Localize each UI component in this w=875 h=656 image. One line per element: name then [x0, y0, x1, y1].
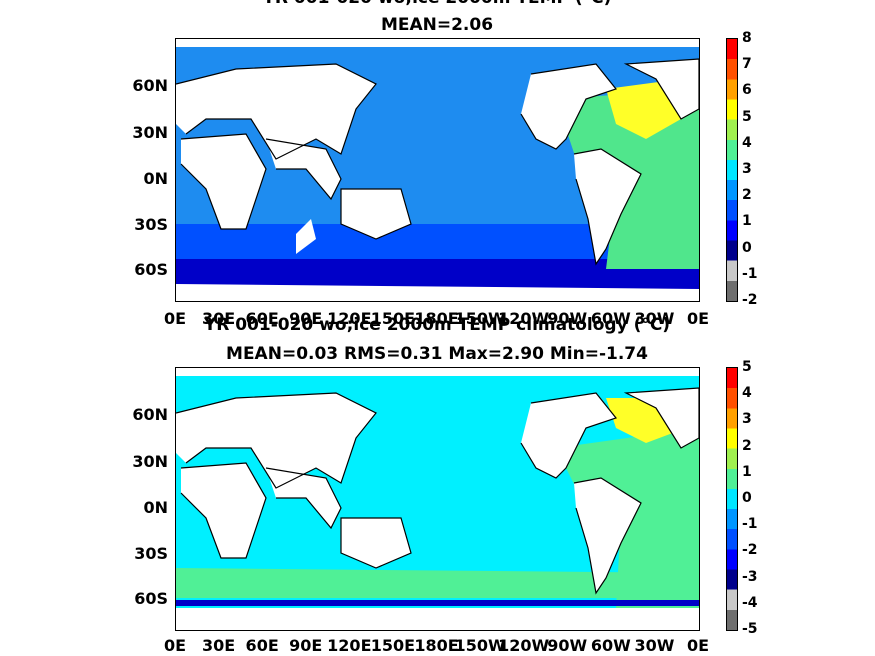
top-lon-tick: 0E [686, 309, 710, 328]
bottom-colorbar-tick: -4 [742, 594, 758, 611]
top-lat-tick: 30S [134, 215, 168, 234]
bottom-lon-tick: 30E [201, 636, 236, 655]
top-lon-tick: 90W [547, 309, 588, 328]
bottom-lat-tick: 0N [143, 498, 168, 517]
top-colorbar-tick: 2 [742, 187, 752, 204]
top-colorbar-tick: 7 [742, 56, 752, 73]
top-lon-tick: 30E [201, 309, 236, 328]
top-map-plot [175, 38, 700, 302]
top-colorbar-tick: 3 [742, 161, 752, 177]
top-colorbar-tick: -1 [742, 265, 758, 282]
bottom-lon-tick: 120W [498, 636, 550, 655]
bottom-lon-tick: 0E [686, 636, 710, 655]
top-colorbar-tick: 5 [742, 108, 752, 125]
bottom-colorbar-tick: -1 [742, 516, 758, 533]
top-lon-tick: 150E [370, 309, 416, 328]
top-lat-tick: 30N [132, 123, 168, 142]
bottom-lat-tick: 30S [134, 544, 168, 563]
top-lon-tick: 150W [454, 309, 506, 328]
top-lon-tick: 120E [327, 309, 372, 328]
top-lon-tick: 60W [590, 309, 631, 328]
top-colorbar-tick: 0 [742, 239, 752, 256]
bottom-lon-tick: 90W [547, 636, 588, 655]
top-lon-tick: 0E [163, 309, 187, 328]
bottom-lat-tick: 30N [132, 452, 168, 471]
top-colorbar-tick: 1 [742, 213, 752, 230]
bottom-lon-tick: 60E [245, 636, 279, 655]
bottom-map-subtitle: MEAN=0.03 RMS=0.31 Max=2.90 Min=-1.74 [226, 344, 648, 364]
bottom-lon-tick: 90E [289, 636, 323, 655]
bottom-lon-tick: 150E [370, 636, 416, 655]
top-colorbar-tick: 8 [742, 30, 752, 46]
bottom-lon-tick: 0E [163, 636, 187, 655]
bottom-ocean-field [176, 368, 699, 630]
top-colorbar-tick: 4 [742, 134, 752, 151]
bottom-map-title: YR 001-020 wo;ice 2000m TEMP climatology… [203, 315, 671, 335]
bottom-colorbar-tick: -5 [742, 621, 758, 637]
top-colorbar-tick: -2 [742, 292, 758, 308]
bottom-lon-tick: 180E [414, 636, 459, 655]
bottom-lon-tick: 150W [454, 636, 506, 655]
top-lon-tick: 60E [245, 309, 279, 328]
bottom-coastlines [176, 387, 699, 595]
bottom-colorbar-tick: 4 [742, 385, 752, 402]
top-map-subtitle: MEAN=2.06 [380, 15, 494, 35]
top-lat-tick: 60N [132, 76, 168, 95]
bottom-colorbar [726, 367, 738, 631]
top-ocean-field [176, 39, 699, 301]
bottom-lon-tick: 60W [590, 636, 631, 655]
bottom-lat-tick: 60N [132, 405, 168, 424]
bottom-colorbar-tick: -2 [742, 542, 758, 559]
top-lon-tick: 90E [289, 309, 323, 328]
top-map-title: YR 001-020 wo;ice 2000m TEMP (°C) [263, 0, 612, 8]
top-lon-tick: 120W [498, 309, 550, 328]
top-lat-tick: 0N [143, 169, 168, 188]
bottom-colorbar-tick: 2 [742, 437, 752, 454]
top-coastlines [176, 58, 699, 266]
bottom-colorbar-tick: 0 [742, 490, 752, 506]
bottom-lat-tick: 60S [134, 589, 168, 608]
bottom-continents [176, 368, 699, 630]
bottom-map-plot [175, 367, 700, 631]
bottom-colorbar-tick: 5 [742, 359, 752, 375]
bottom-lon-tick: 30W [634, 636, 675, 655]
top-lon-tick: 30W [634, 309, 675, 328]
bottom-lon-tick: 120E [327, 636, 372, 655]
top-colorbar [726, 38, 738, 302]
bottom-colorbar-tick: 1 [742, 463, 752, 480]
bottom-colorbar-tick: -3 [742, 568, 758, 585]
top-lat-tick: 60S [134, 260, 168, 279]
bottom-colorbar-tick: 3 [742, 411, 752, 428]
top-lon-tick: 180E [414, 309, 459, 328]
top-colorbar-tick: 6 [742, 82, 752, 99]
